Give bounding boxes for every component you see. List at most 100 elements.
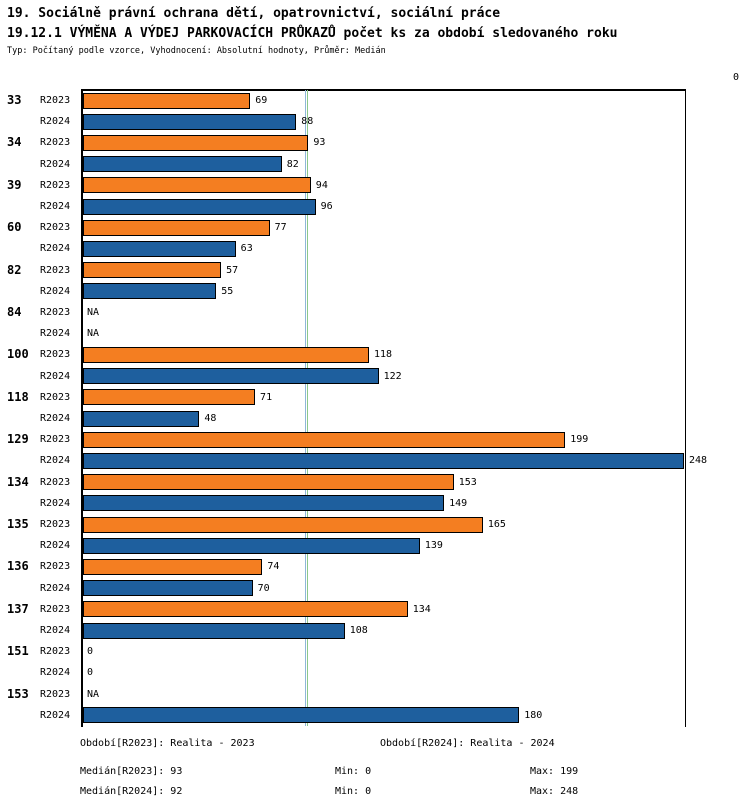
category-label: 137: [7, 601, 29, 616]
bar-r2023: [83, 219, 270, 236]
bar-r2023: [83, 346, 369, 363]
axis-zero-label: 0: [733, 72, 740, 83]
series-row-label: R2023: [40, 561, 71, 573]
bar-value-label: 139: [424, 540, 443, 552]
bar-value-label: 248: [689, 455, 708, 467]
bar-r2023: [83, 558, 263, 575]
bar-r2024: [83, 495, 445, 512]
bar-r2023: [83, 134, 309, 151]
bar-value-label: 88: [301, 116, 314, 128]
bar-value-label: 71: [260, 391, 273, 403]
series-row-label: R2024: [40, 285, 71, 297]
series-row-label: R2024: [40, 497, 71, 509]
bar-value-label: 94: [315, 179, 328, 191]
series-row-label: R2024: [40, 667, 71, 679]
series-row-label: R2024: [40, 540, 71, 552]
na-value-label: NA: [87, 307, 100, 318]
footer-max-r2024: Max: 248: [530, 786, 579, 797]
bar-value-label: 55: [221, 285, 234, 297]
top-axis-line: [81, 89, 686, 91]
bar-value-label: 69: [255, 95, 268, 106]
footer-median-r2023: Medián[R2023]: 93: [80, 766, 183, 777]
bar-value-label: 149: [449, 497, 468, 509]
bar-r2024: [83, 368, 379, 385]
series-row-label: R2024: [40, 625, 71, 636]
bar-r2024: [83, 452, 684, 469]
category-label: 34: [7, 135, 22, 150]
series-row-label: R2024: [40, 116, 71, 128]
category-label: 100: [7, 347, 29, 362]
category-label: 33: [7, 93, 22, 107]
category-label: 82: [7, 262, 22, 277]
bar-value-label: 77: [274, 222, 287, 234]
category-label: 39: [7, 177, 22, 192]
series-row-label: R2023: [40, 179, 71, 191]
series-row-label: R2024: [40, 455, 71, 467]
footer-period-r2024: Období[R2024]: Realita - 2024: [380, 738, 555, 749]
category-label: 136: [7, 559, 29, 574]
report-title-line1: 19. Sociálně právní ochrana dětí, opatro…: [7, 6, 501, 21]
series-row-label: R2024: [40, 158, 71, 170]
bar-r2023: [83, 516, 483, 533]
bar-value-label: 199: [570, 434, 589, 446]
bar-r2024: [83, 156, 282, 173]
bar-value-label: 82: [286, 158, 299, 170]
category-label: 118: [7, 389, 29, 404]
bar-r2023: [83, 601, 408, 618]
bar-value-label: 108: [349, 625, 368, 636]
bar-r2023: [83, 389, 256, 406]
bar-r2024: [83, 198, 316, 215]
bar-value-label: 70: [257, 582, 270, 594]
bar-value-label: 48: [204, 413, 217, 424]
bar-value-label: 134: [412, 603, 431, 615]
series-row-label: R2024: [40, 709, 71, 721]
bar-r2024: [83, 113, 297, 130]
bar-r2024: [83, 622, 345, 639]
series-row-label: R2023: [40, 137, 71, 149]
category-label: 84: [7, 305, 22, 319]
footer-period-r2023: Období[R2023]: Realita - 2023: [80, 738, 255, 749]
series-row-label: R2024: [40, 370, 71, 382]
median-line-median-r2024: [304, 90, 306, 726]
footer-median-r2024: Medián[R2024]: 92: [80, 786, 183, 797]
series-row-label: R2024: [40, 243, 71, 255]
series-row-label: R2023: [40, 391, 71, 403]
bar-value-label: 57: [226, 264, 239, 276]
bar-r2023: [83, 431, 566, 448]
bar-value-label: 63: [240, 243, 253, 255]
category-label: 153: [7, 686, 29, 701]
footer-min-r2024: Min: 0: [335, 786, 372, 797]
series-row-label: R2023: [40, 307, 71, 318]
series-row-label: R2023: [40, 519, 71, 530]
bar-value-label: 165: [487, 519, 506, 530]
category-label: 135: [7, 517, 29, 531]
series-row-label: R2023: [40, 95, 71, 106]
bar-r2024: [83, 410, 200, 427]
category-label: 60: [7, 220, 22, 235]
series-row-label: R2024: [40, 328, 71, 340]
zero-value-label: 0: [87, 646, 94, 658]
y-axis-line: [81, 90, 83, 727]
series-row-label: R2023: [40, 349, 71, 361]
report-title-line2: 19.12.1 VÝMĚNA A VÝDEJ PARKOVACÍCH PRŮKA…: [7, 26, 618, 41]
na-value-label: NA: [87, 328, 100, 340]
median-line-median-r2023: [307, 90, 309, 726]
series-row-label: R2023: [40, 264, 71, 276]
bar-value-label: 118: [373, 349, 393, 361]
series-row-label: R2023: [40, 646, 71, 658]
bar-r2024: [83, 580, 253, 597]
bar-r2023: [83, 262, 222, 279]
bar-value-label: 74: [267, 561, 280, 573]
category-label: 129: [7, 432, 29, 447]
zero-value-label: 0: [87, 667, 94, 679]
bar-value-label: 122: [383, 370, 402, 382]
series-row-label: R2023: [40, 222, 71, 234]
series-row-label: R2023: [40, 434, 71, 446]
bar-value-label: 153: [458, 476, 477, 488]
bar-r2024: [83, 283, 217, 300]
bar-r2024: [83, 707, 520, 724]
category-label: 151: [7, 644, 29, 659]
bar-value-label: 93: [313, 137, 326, 149]
right-border-line: [685, 90, 686, 727]
